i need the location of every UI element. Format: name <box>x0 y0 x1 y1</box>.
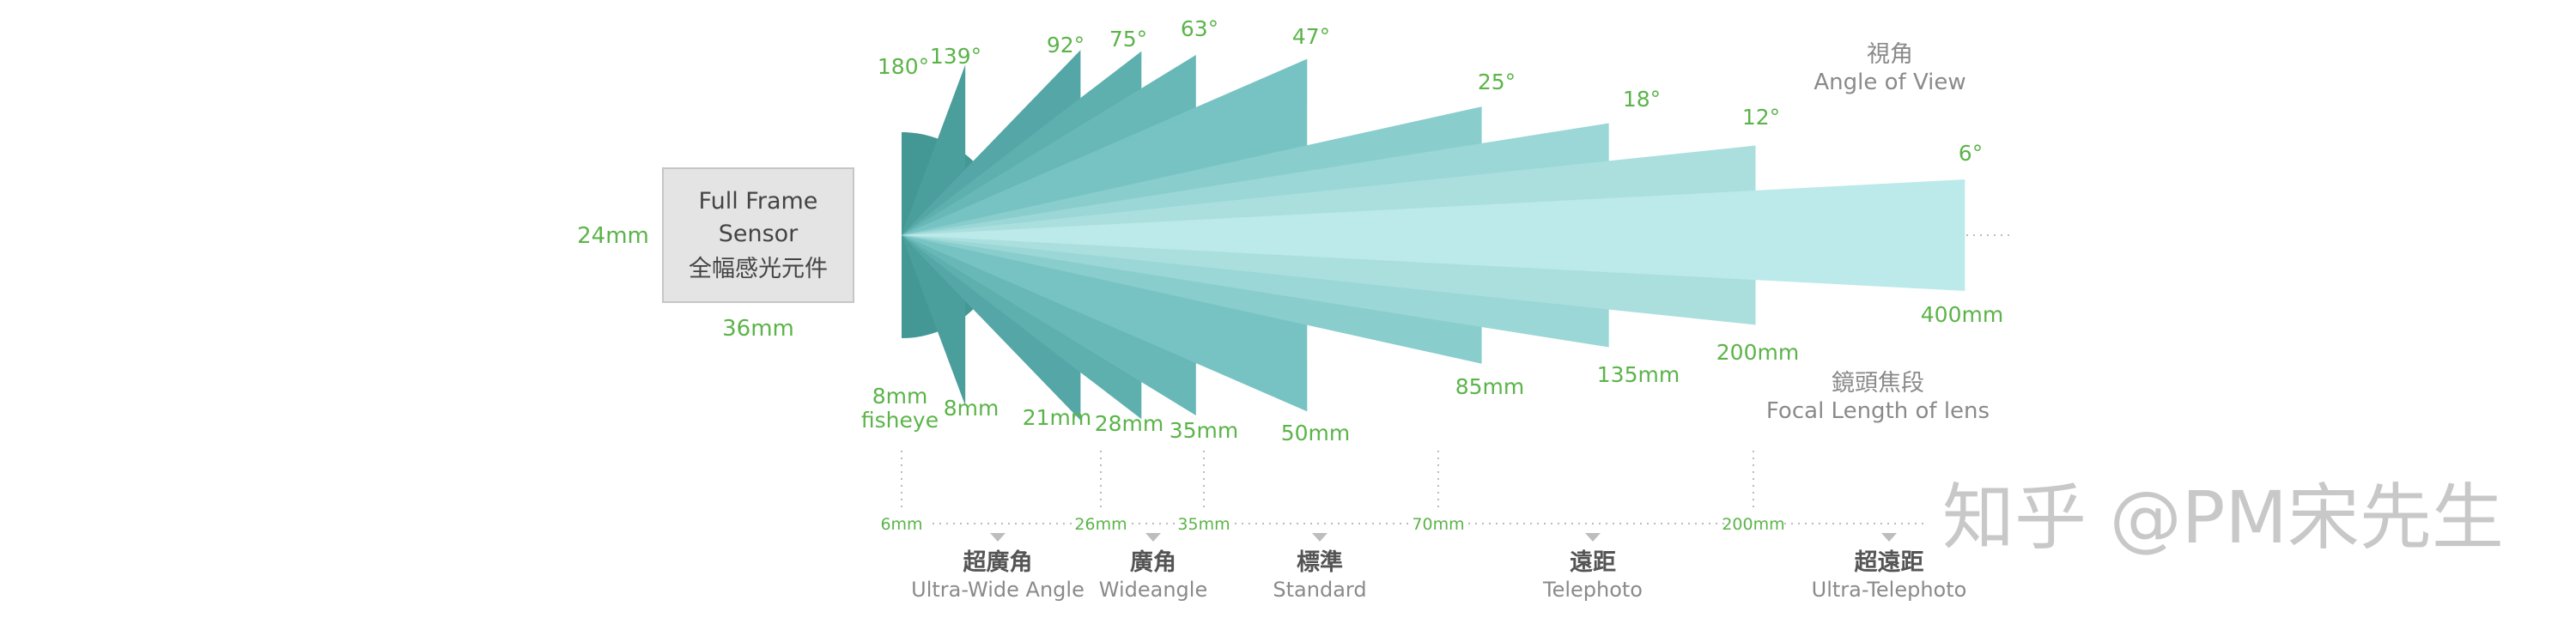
category-label-zh-4: 超遠距 <box>1855 549 1924 576</box>
category-marker-4 <box>1881 533 1897 542</box>
category-label-zh-1: 廣角 <box>1130 548 1176 576</box>
category-label-en-2: Standard <box>1273 578 1366 602</box>
category-label-en-4: Ultra-Telephoto <box>1812 578 1967 602</box>
focal-label-8: 200mm <box>1716 340 1799 365</box>
angle-label-0: 180° <box>878 54 929 79</box>
scale-tick-bg-0 <box>874 513 929 534</box>
angle-of-view-title-zh: 視角 <box>1867 41 1913 68</box>
focal-label-3: 28mm <box>1095 411 1164 436</box>
sensor-title-line1: Full Frame <box>699 188 818 215</box>
focal-label-4: 35mm <box>1170 418 1239 443</box>
category-label-en-3: Telephoto <box>1542 578 1643 602</box>
focal-label-5: 50mm <box>1281 421 1351 445</box>
category-marker-1 <box>1145 533 1161 542</box>
angle-label-5: 47° <box>1292 24 1330 49</box>
scale-tick-label-2: 35mm <box>1177 515 1230 534</box>
watermark: 知乎 @PM宋先生 <box>1942 476 2504 560</box>
category-label-en-0: Ultra-Wide Angle <box>911 578 1084 602</box>
scale-tick-bg-3 <box>1411 513 1466 534</box>
category-label-en-1: Wideangle <box>1099 578 1207 602</box>
category-label-zh-3: 遠距 <box>1570 549 1616 576</box>
lens-fans <box>902 50 1965 421</box>
category-label-zh-2: 標準 <box>1297 548 1343 576</box>
focal-label-1: 8mm <box>944 396 999 421</box>
sensor-title-zh: 全幅感光元件 <box>689 256 828 282</box>
focal-length-title-zh: 鏡頭焦段 <box>1832 370 1924 397</box>
focal-length-title-en: Focal Length of lens <box>1766 398 1990 424</box>
angle-label-3: 75° <box>1109 27 1147 52</box>
category-marker-3 <box>1585 533 1601 542</box>
scale-tick-bg-4 <box>1726 513 1781 534</box>
sensor-box <box>662 167 854 303</box>
angle-label-7: 18° <box>1623 87 1661 112</box>
angle-label-9: 6° <box>1959 141 1983 166</box>
scale-tick-bg-1 <box>1073 513 1128 534</box>
angle-of-view-title-en: Angle of View <box>1814 70 1965 95</box>
angle-label-6: 25° <box>1478 70 1516 94</box>
lens-fan-9 <box>902 179 1965 291</box>
sensor-height-label: 24mm <box>577 223 649 249</box>
category-marker-0 <box>990 533 1005 542</box>
focal-label-2: 21mm <box>1023 405 1092 430</box>
scale-tick-label-0: 6mm <box>880 515 922 534</box>
focal-label-0: 8mm <box>872 384 928 409</box>
scale-tick-label-4: 200mm <box>1722 515 1784 534</box>
focal-label-9: 400mm <box>1921 302 2003 327</box>
category-label-zh-0: 超廣角 <box>963 548 1033 576</box>
sensor-title-line2: Sensor <box>719 221 799 247</box>
angle-label-4: 63° <box>1181 16 1218 41</box>
focal-sublabel-0: fisheye <box>861 408 939 433</box>
scale-tick-label-1: 26mm <box>1074 515 1127 534</box>
angle-label-8: 12° <box>1742 105 1780 130</box>
angle-label-1: 139° <box>930 44 981 69</box>
scale-tick-bg-2 <box>1176 513 1231 534</box>
sensor-width-label: 36mm <box>722 316 794 342</box>
category-marker-2 <box>1312 533 1327 542</box>
scale-tick-label-3: 70mm <box>1412 515 1464 534</box>
focal-label-7: 135mm <box>1597 362 1680 387</box>
focal-label-6: 85mm <box>1455 374 1525 399</box>
angle-label-2: 92° <box>1047 33 1084 58</box>
